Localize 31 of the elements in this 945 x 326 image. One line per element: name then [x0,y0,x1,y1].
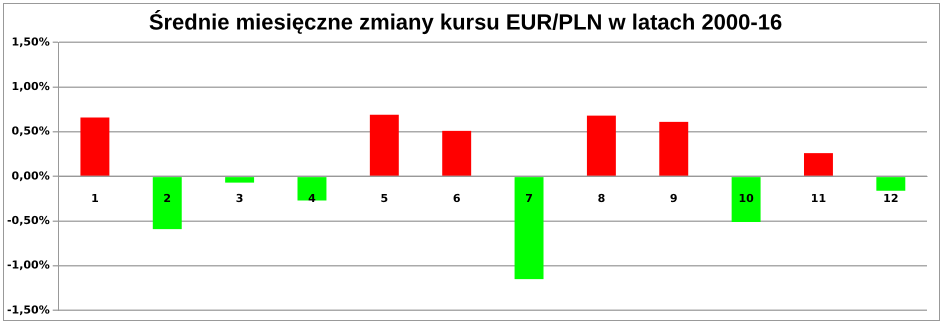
y-tick-label: -1,00% [6,258,50,272]
x-tick-label: 8 [598,192,606,205]
bar [442,130,472,176]
y-tick-label: -1,50% [6,303,50,316]
bar [804,153,833,176]
bar [732,177,761,222]
x-tick-label: 11 [810,192,826,205]
bar [152,177,182,230]
y-tick-label: -0,50% [6,214,50,227]
x-tick-label: 12 [883,192,898,205]
y-tick-label: 1,00% [12,80,50,93]
y-tick-label: 0,00% [12,169,50,182]
bar [586,116,616,176]
x-tick-label: 10 [738,192,754,205]
bar [370,114,399,176]
bar [659,122,688,176]
y-tick-label: 1,50% [12,35,50,48]
bar [876,177,906,191]
bar [514,177,544,280]
bar [225,177,254,183]
x-tick-label: 7 [525,192,533,205]
bar [298,177,326,201]
bar [80,117,110,176]
x-tick-label: 1 [91,192,99,205]
x-tick-label: 9 [670,192,678,205]
x-tick-label: 6 [452,192,461,205]
chart-title: Średnie miesięczne zmiany kursu EUR/PLN w latach 2000-16 [148,9,782,34]
x-tick-label: 5 [380,192,388,205]
x-tick-label: 2 [163,192,172,205]
y-tick-label: 0,50% [12,124,50,138]
x-tick-label: 3 [236,192,244,205]
